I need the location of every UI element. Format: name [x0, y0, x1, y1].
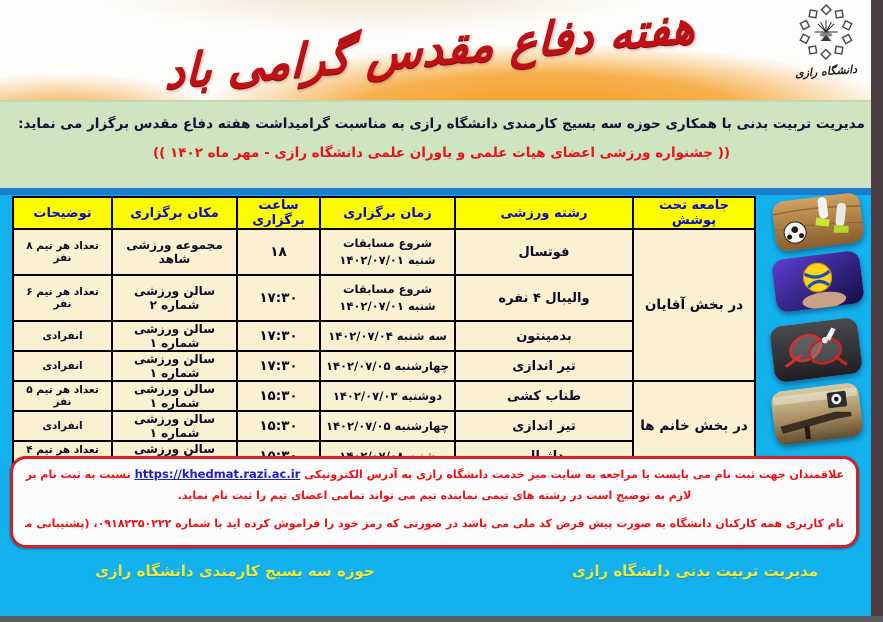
col-header-sport: رشته ورزشی [454, 196, 634, 230]
right-frame-strip [871, 0, 883, 622]
col-header-covered-group: جامعه تحت پوشش [632, 196, 756, 230]
badminton-icon [768, 316, 864, 384]
venue-cell: سالن ورزشی شماره ۱ [111, 350, 238, 382]
notice-line-registration: علاقمندان جهت ثبت نام می بایست با مراجعه… [25, 467, 844, 481]
date-line: شروع مسابقات [342, 236, 433, 251]
futsal-icon [771, 191, 865, 253]
venue-cell: سالن ورزشی شماره ۲ [111, 274, 238, 322]
venue-cell: مجموعه ورزشی شاهد [111, 228, 238, 276]
notes-cell: تعداد هر تیم ۶ نفر [12, 274, 113, 322]
notes-cell: تعداد هر تیم ۵ نفر [12, 380, 113, 412]
sport-cell: والیبال ۴ نفره [454, 274, 634, 322]
date-cell: شروع مسابقات شنبه ۱۴۰۲/۰۷/۰۱ [319, 228, 456, 276]
khedmat-portal-link[interactable]: https://khedmat.razi.ac.ir [134, 467, 301, 481]
sport-cell: تیر اندازی [454, 350, 634, 382]
sport-cell: بدمینتون [454, 320, 634, 352]
group-cell-men: در بخش آقایان [632, 228, 756, 382]
date-line: شروع مسابقات [342, 282, 433, 297]
table-row: در بخش خانم ها طناب کشی دوشنبه ۱۴۰۲/۰۷/۰… [12, 380, 756, 472]
date-cell: دوشنبه ۱۴۰۲/۰۷/۰۳ [319, 380, 456, 412]
divider-bar [0, 188, 883, 195]
hour-cell: ۱۷:۳۰ [236, 320, 321, 352]
sport-cell: فوتسال [454, 228, 634, 276]
venue-cell: سالن ورزشی شماره ۱ [111, 380, 238, 412]
notes-cell: تعداد هر تیم ۸ نفر [12, 228, 113, 276]
registration-notice-box: علاقمندان جهت ثبت نام می بایست با مراجعه… [10, 456, 859, 548]
intro-panel: مدیریت تربیت بدنی با همکاری حوزه سه بسیج… [0, 100, 883, 188]
futsal-image [771, 191, 865, 253]
volleyball-icon [771, 249, 865, 314]
notice-text-before-link: علاقمندان جهت ثبت نام می بایست با مراجعه… [304, 468, 844, 481]
bottom-frame-strip [0, 616, 883, 622]
table-row: تیر اندازی چهارشنبه ۱۴۰۲/۰۷/۰۵ ۱۵:۳۰ سال… [12, 410, 755, 442]
table-row: در بخش آقایان فوتسال شروع مسابقات شنبه ۱… [12, 228, 756, 382]
festival-title-text: (( جشنواره ورزشی اعضای هیات علمی و یاورا… [152, 145, 731, 161]
notes-cell: انفرادی [12, 410, 113, 442]
hour-cell: ۱۷:۳۰ [236, 274, 321, 322]
notes-cell: انفرادی [12, 350, 113, 382]
notice-text-after-link: نسبت به ثبت نام براساس راهنمایی پیوست اق… [25, 468, 131, 481]
hour-cell: ۱۵:۳۰ [236, 380, 321, 412]
hour-cell: ۱۸ [236, 228, 321, 276]
date-line: شنبه ۱۴۰۲/۰۷/۰۱ [339, 299, 436, 313]
notice-line-support-phone: نام کاربری همه کارکنان دانشگاه به صورت پ… [25, 517, 844, 530]
table-row: بدمینتون سه شنبه ۱۴۰۲/۰۷/۰۴ ۱۷:۳۰ سالن و… [12, 320, 755, 352]
intro-announcement-text: مدیریت تربیت بدنی با همکاری حوزه سه بسیج… [18, 116, 865, 132]
hour-cell: ۱۵:۳۰ [236, 410, 321, 442]
logo-caption: دانشگاه رازی [794, 62, 858, 81]
venue-cell: سالن ورزشی شماره ۱ [111, 320, 238, 352]
date-line: شنبه ۱۴۰۲/۰۷/۰۱ [339, 253, 436, 267]
header-banner: هفته دفاع مقدس گرامی باد [0, 0, 883, 100]
col-header-venue: مکان برگزاری [111, 196, 238, 230]
date-cell: سه شنبه ۱۴۰۲/۰۷/۰۴ [319, 320, 456, 352]
col-header-date: زمان برگزاری [319, 196, 456, 230]
footer-basij-branch: حوزه سه بسیج کارمندی دانشگاه رازی [95, 562, 375, 580]
shooting-image [770, 381, 864, 447]
schedule-table: جامعه تحت پوشش رشته ورزشی زمان برگزاری س… [12, 196, 756, 472]
date-cell: چهارشنبه ۱۴۰۲/۰۷/۰۵ [319, 410, 456, 442]
col-header-hour: ساعت برگزاری [236, 196, 321, 230]
venue-cell: سالن ورزشی شماره ۱ [111, 410, 238, 442]
date-cell: شروع مسابقات شنبه ۱۴۰۲/۰۷/۰۱ [319, 274, 456, 322]
badminton-image [768, 316, 864, 384]
shooting-icon [770, 381, 864, 447]
sport-cell: تیر اندازی [454, 410, 634, 442]
footer-physical-education-dept: مدیریت تربیت بدنی دانشگاه رازی [571, 562, 819, 580]
table-row: والیبال ۴ نفره شروع مسابقات شنبه ۱۴۰۲/۰۷… [12, 274, 755, 322]
col-header-notes: توضیحات [12, 196, 113, 230]
notes-cell: انفرادی [12, 320, 113, 352]
date-cell: چهارشنبه ۱۴۰۲/۰۷/۰۵ [319, 350, 456, 382]
razi-university-logo-block: دانشگاه رازی [785, 3, 867, 81]
table-row: تیر اندازی چهارشنبه ۱۴۰۲/۰۷/۰۵ ۱۷:۳۰ سال… [12, 350, 755, 382]
notice-line-team-representative: لازم به توضیح است در رشته های تیمی نماین… [177, 489, 692, 502]
volleyball-image [771, 249, 865, 314]
sport-cell: طناب کشی [454, 380, 634, 412]
hour-cell: ۱۷:۳۰ [236, 350, 321, 382]
razi-university-emblem-icon [798, 3, 854, 60]
